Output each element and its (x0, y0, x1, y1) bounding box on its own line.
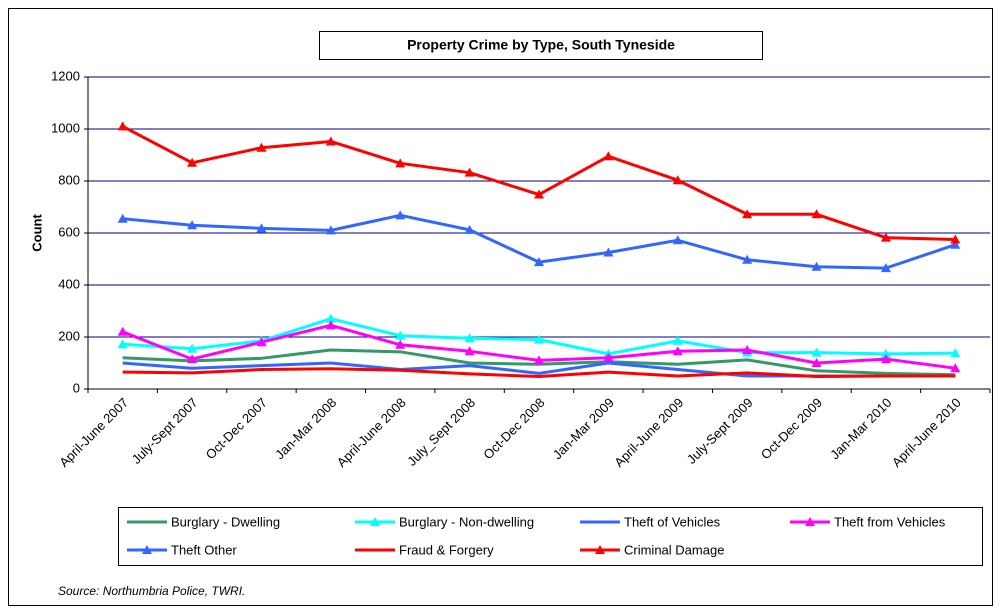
chart-title: Property Crime by Type, South Tyneside (407, 37, 675, 53)
series-marker (950, 348, 961, 358)
chart-frame (8, 8, 993, 606)
legend-label: Fraud & Forgery (399, 542, 494, 557)
series-marker (187, 354, 198, 364)
series-marker (395, 158, 406, 168)
legend-label: Theft from Vehicles (834, 514, 946, 529)
series-marker (187, 343, 198, 353)
series-marker (117, 213, 128, 223)
legend-marker (142, 545, 152, 554)
series-marker (811, 209, 822, 219)
series-marker (464, 167, 475, 177)
series-marker (811, 347, 822, 357)
series-marker (464, 333, 475, 343)
series-marker (325, 320, 336, 330)
series-marker (672, 235, 683, 245)
series-marker (534, 334, 544, 344)
y-tick-label: 200 (58, 328, 80, 343)
series-marker (742, 209, 753, 219)
series-marker (603, 151, 614, 161)
series-marker (325, 225, 336, 235)
y-tick-label: 800 (58, 172, 80, 187)
series-marker (187, 157, 198, 167)
source-note: Source: Northumbria Police, TWRI. (58, 584, 245, 598)
legend-box (118, 507, 983, 566)
series-marker (117, 339, 128, 349)
series-marker (534, 355, 544, 365)
y-axis-label: Count (29, 214, 44, 252)
legend-marker (370, 517, 380, 526)
series-marker (395, 210, 406, 220)
series-marker (534, 257, 544, 267)
series-line (122, 367, 956, 379)
series-marker (256, 142, 267, 152)
series-marker (672, 346, 683, 356)
series-marker (880, 263, 891, 273)
series-marker (811, 358, 822, 367)
series-marker (811, 261, 822, 271)
series-marker (464, 224, 475, 234)
series-marker (880, 354, 891, 364)
series-marker (325, 313, 336, 323)
series-marker (395, 339, 406, 349)
series-marker (325, 136, 336, 146)
series-marker (256, 337, 267, 347)
series-marker (880, 232, 891, 242)
legend-marker (595, 545, 605, 554)
y-tick-label: 0 (73, 380, 80, 395)
series-marker (742, 254, 753, 264)
y-tick-label: 600 (58, 224, 80, 239)
legend-marker (805, 517, 815, 526)
series-marker (742, 345, 753, 354)
legend-label: Burglary - Dwelling (171, 514, 280, 529)
series-marker (534, 189, 544, 199)
legend-label: Theft of Vehicles (624, 514, 721, 529)
series-marker (603, 352, 614, 362)
series-marker (117, 326, 128, 336)
series-marker (950, 239, 961, 249)
series-marker (187, 220, 198, 230)
series-marker (603, 247, 614, 257)
series-marker (950, 363, 961, 373)
legend-label: Burglary - Non-dwelling (399, 514, 534, 529)
legend-label: Theft Other (171, 542, 237, 557)
series-marker (117, 121, 128, 131)
series-marker (256, 223, 267, 233)
series-marker (672, 335, 683, 345)
legend-label: Criminal Damage (624, 542, 724, 557)
series-marker (880, 348, 891, 358)
y-tick-label: 1000 (51, 120, 80, 135)
y-tick-label: 1200 (51, 68, 80, 83)
y-tick-label: 400 (58, 276, 80, 291)
series-marker (395, 330, 406, 340)
series-marker (464, 346, 475, 356)
title-box (319, 31, 763, 60)
series-marker (672, 175, 683, 185)
series-marker (950, 234, 961, 244)
